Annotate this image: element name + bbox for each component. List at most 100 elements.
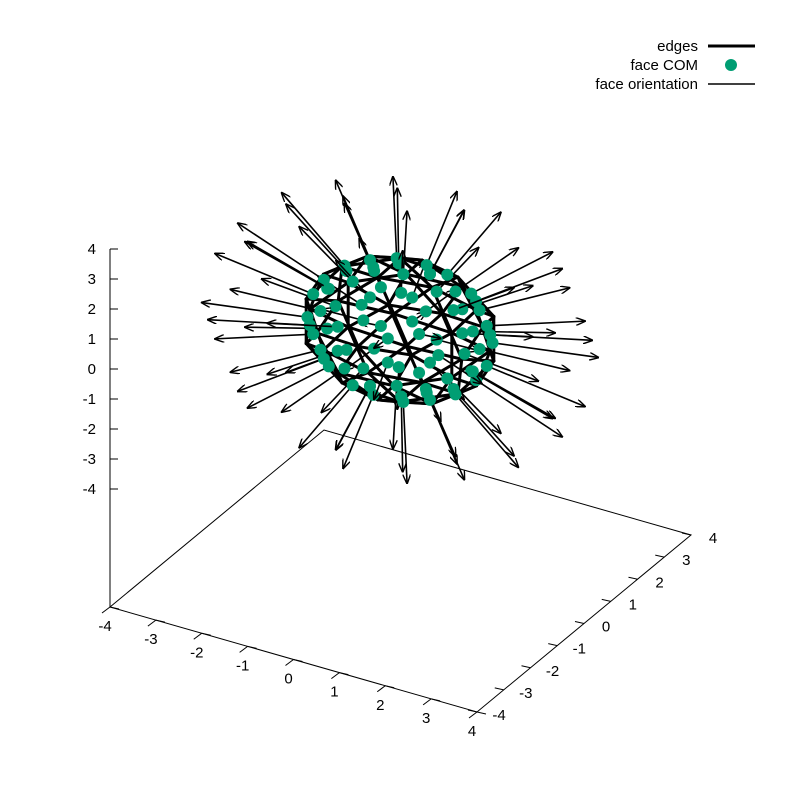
face-orientation-arrow bbox=[202, 303, 308, 318]
face-orientation-arrow bbox=[429, 399, 464, 480]
face-com-point bbox=[480, 319, 493, 332]
face-orientation-arrow bbox=[472, 370, 555, 418]
face-orientation-arrow bbox=[267, 323, 338, 327]
z-tick-label: -1 bbox=[83, 391, 96, 408]
face-com-point bbox=[466, 325, 479, 338]
x-tick-label: -3 bbox=[144, 631, 157, 648]
mesh-edge bbox=[410, 331, 454, 357]
face-orientation-arrow bbox=[248, 365, 330, 408]
mesh-edge bbox=[404, 272, 464, 289]
face-orientation-arrow bbox=[425, 192, 457, 266]
face-orientation-arrow bbox=[402, 211, 407, 275]
face-com-point bbox=[357, 362, 370, 375]
y-tick-label: 4 bbox=[709, 530, 717, 547]
face-com-point bbox=[430, 333, 443, 346]
face-orientation-arrow bbox=[238, 358, 325, 392]
x-tick-mark bbox=[109, 606, 120, 610]
x-tick-mark-inner bbox=[468, 711, 478, 719]
face-com-point bbox=[374, 320, 387, 333]
face-com-point bbox=[363, 291, 376, 304]
y-tick-mark bbox=[521, 665, 531, 669]
face-com-point bbox=[466, 365, 479, 378]
face-orientation-arrow bbox=[336, 180, 371, 261]
face-com-point bbox=[363, 380, 376, 393]
face-com-point bbox=[397, 268, 410, 281]
y-tick-label: 2 bbox=[655, 574, 663, 591]
face-com-point bbox=[346, 379, 359, 392]
y-tick-label: -3 bbox=[519, 685, 532, 702]
face-orientation-arrow bbox=[374, 362, 389, 399]
x-tick-mark-inner bbox=[285, 659, 294, 666]
face-orientation-arrow bbox=[436, 248, 479, 293]
x-tick-mark-inner bbox=[331, 672, 340, 680]
y-tick-label: -2 bbox=[546, 663, 559, 680]
y-tick-mark bbox=[548, 643, 558, 647]
y-tick-label: 0 bbox=[602, 619, 610, 636]
face-com-point bbox=[392, 361, 405, 374]
mesh-edge bbox=[356, 312, 396, 348]
face-com-point bbox=[331, 344, 344, 357]
face-com-point bbox=[486, 336, 499, 349]
face-com-point bbox=[338, 362, 351, 375]
legend-entry-face-com: face COM bbox=[630, 57, 737, 74]
face-orientation-arrow bbox=[490, 334, 592, 340]
face-orientation-arrow bbox=[492, 342, 599, 358]
face-orientation-arrow bbox=[437, 354, 481, 383]
y-tick-mark bbox=[601, 598, 611, 602]
x-tick-label: -4 bbox=[98, 618, 111, 635]
mesh-edge bbox=[346, 303, 390, 329]
face-com-point bbox=[381, 332, 394, 345]
x-tick-mark-inner bbox=[376, 685, 386, 693]
face-orientation-arrow bbox=[336, 385, 371, 450]
face-com-point bbox=[420, 259, 433, 272]
face-orientation-arrow bbox=[393, 177, 398, 259]
face-com-point bbox=[331, 320, 344, 333]
face-com-point bbox=[357, 314, 370, 327]
face-com-point bbox=[317, 273, 330, 286]
mesh-edge bbox=[392, 312, 454, 335]
mesh-edge bbox=[356, 345, 396, 388]
y-tick-mark bbox=[494, 687, 504, 691]
face-com-point bbox=[321, 322, 334, 335]
x-tick-label: 4 bbox=[468, 723, 476, 740]
legend-label-face-com: face COM bbox=[630, 57, 698, 74]
face-orientation-arrow bbox=[321, 309, 364, 322]
face-com-point bbox=[424, 393, 436, 406]
y-tick-label: 1 bbox=[629, 596, 637, 613]
face-orientation-arrow bbox=[452, 388, 513, 456]
face-com-point bbox=[413, 327, 426, 340]
y-tick-mark bbox=[681, 532, 692, 536]
face-orientation-arrow bbox=[454, 393, 519, 467]
face-orientation-arrow bbox=[238, 223, 325, 281]
face-com-point bbox=[441, 268, 454, 281]
x-tick-label: 3 bbox=[422, 710, 430, 727]
y-tick-label: -1 bbox=[573, 641, 586, 658]
face-orientation-arrow bbox=[299, 227, 354, 283]
x-tick-mark bbox=[431, 698, 441, 702]
face-com-point bbox=[430, 285, 443, 298]
face-orientation-arrow bbox=[479, 348, 570, 371]
x-tick-mark bbox=[385, 685, 395, 689]
mesh-edge bbox=[308, 281, 350, 311]
face-com-point bbox=[413, 366, 426, 379]
face-orientation-arrow bbox=[479, 288, 570, 311]
legend: edges face COM face orientation bbox=[595, 38, 755, 93]
face-com-point bbox=[390, 252, 403, 265]
x-tick-mark bbox=[293, 659, 303, 662]
face-com-point bbox=[314, 343, 327, 356]
mesh-edge bbox=[376, 275, 434, 289]
mesh-edge bbox=[398, 256, 434, 289]
face-com-point bbox=[449, 285, 462, 298]
face-orientation-arrow bbox=[455, 248, 519, 293]
face-orientation-arrow bbox=[215, 333, 314, 339]
mesh-edge bbox=[386, 303, 444, 315]
face-orientation-arrow bbox=[446, 212, 500, 276]
x-tick-mark bbox=[201, 632, 211, 636]
face-com-point bbox=[441, 372, 454, 385]
face-com-point bbox=[322, 282, 335, 295]
face-com-point bbox=[406, 291, 419, 304]
face-orientation-arrow bbox=[402, 401, 407, 483]
legend-label-edges: edges bbox=[657, 38, 698, 55]
face-orientation-arrow bbox=[262, 279, 336, 307]
face-com-point bbox=[307, 328, 320, 341]
